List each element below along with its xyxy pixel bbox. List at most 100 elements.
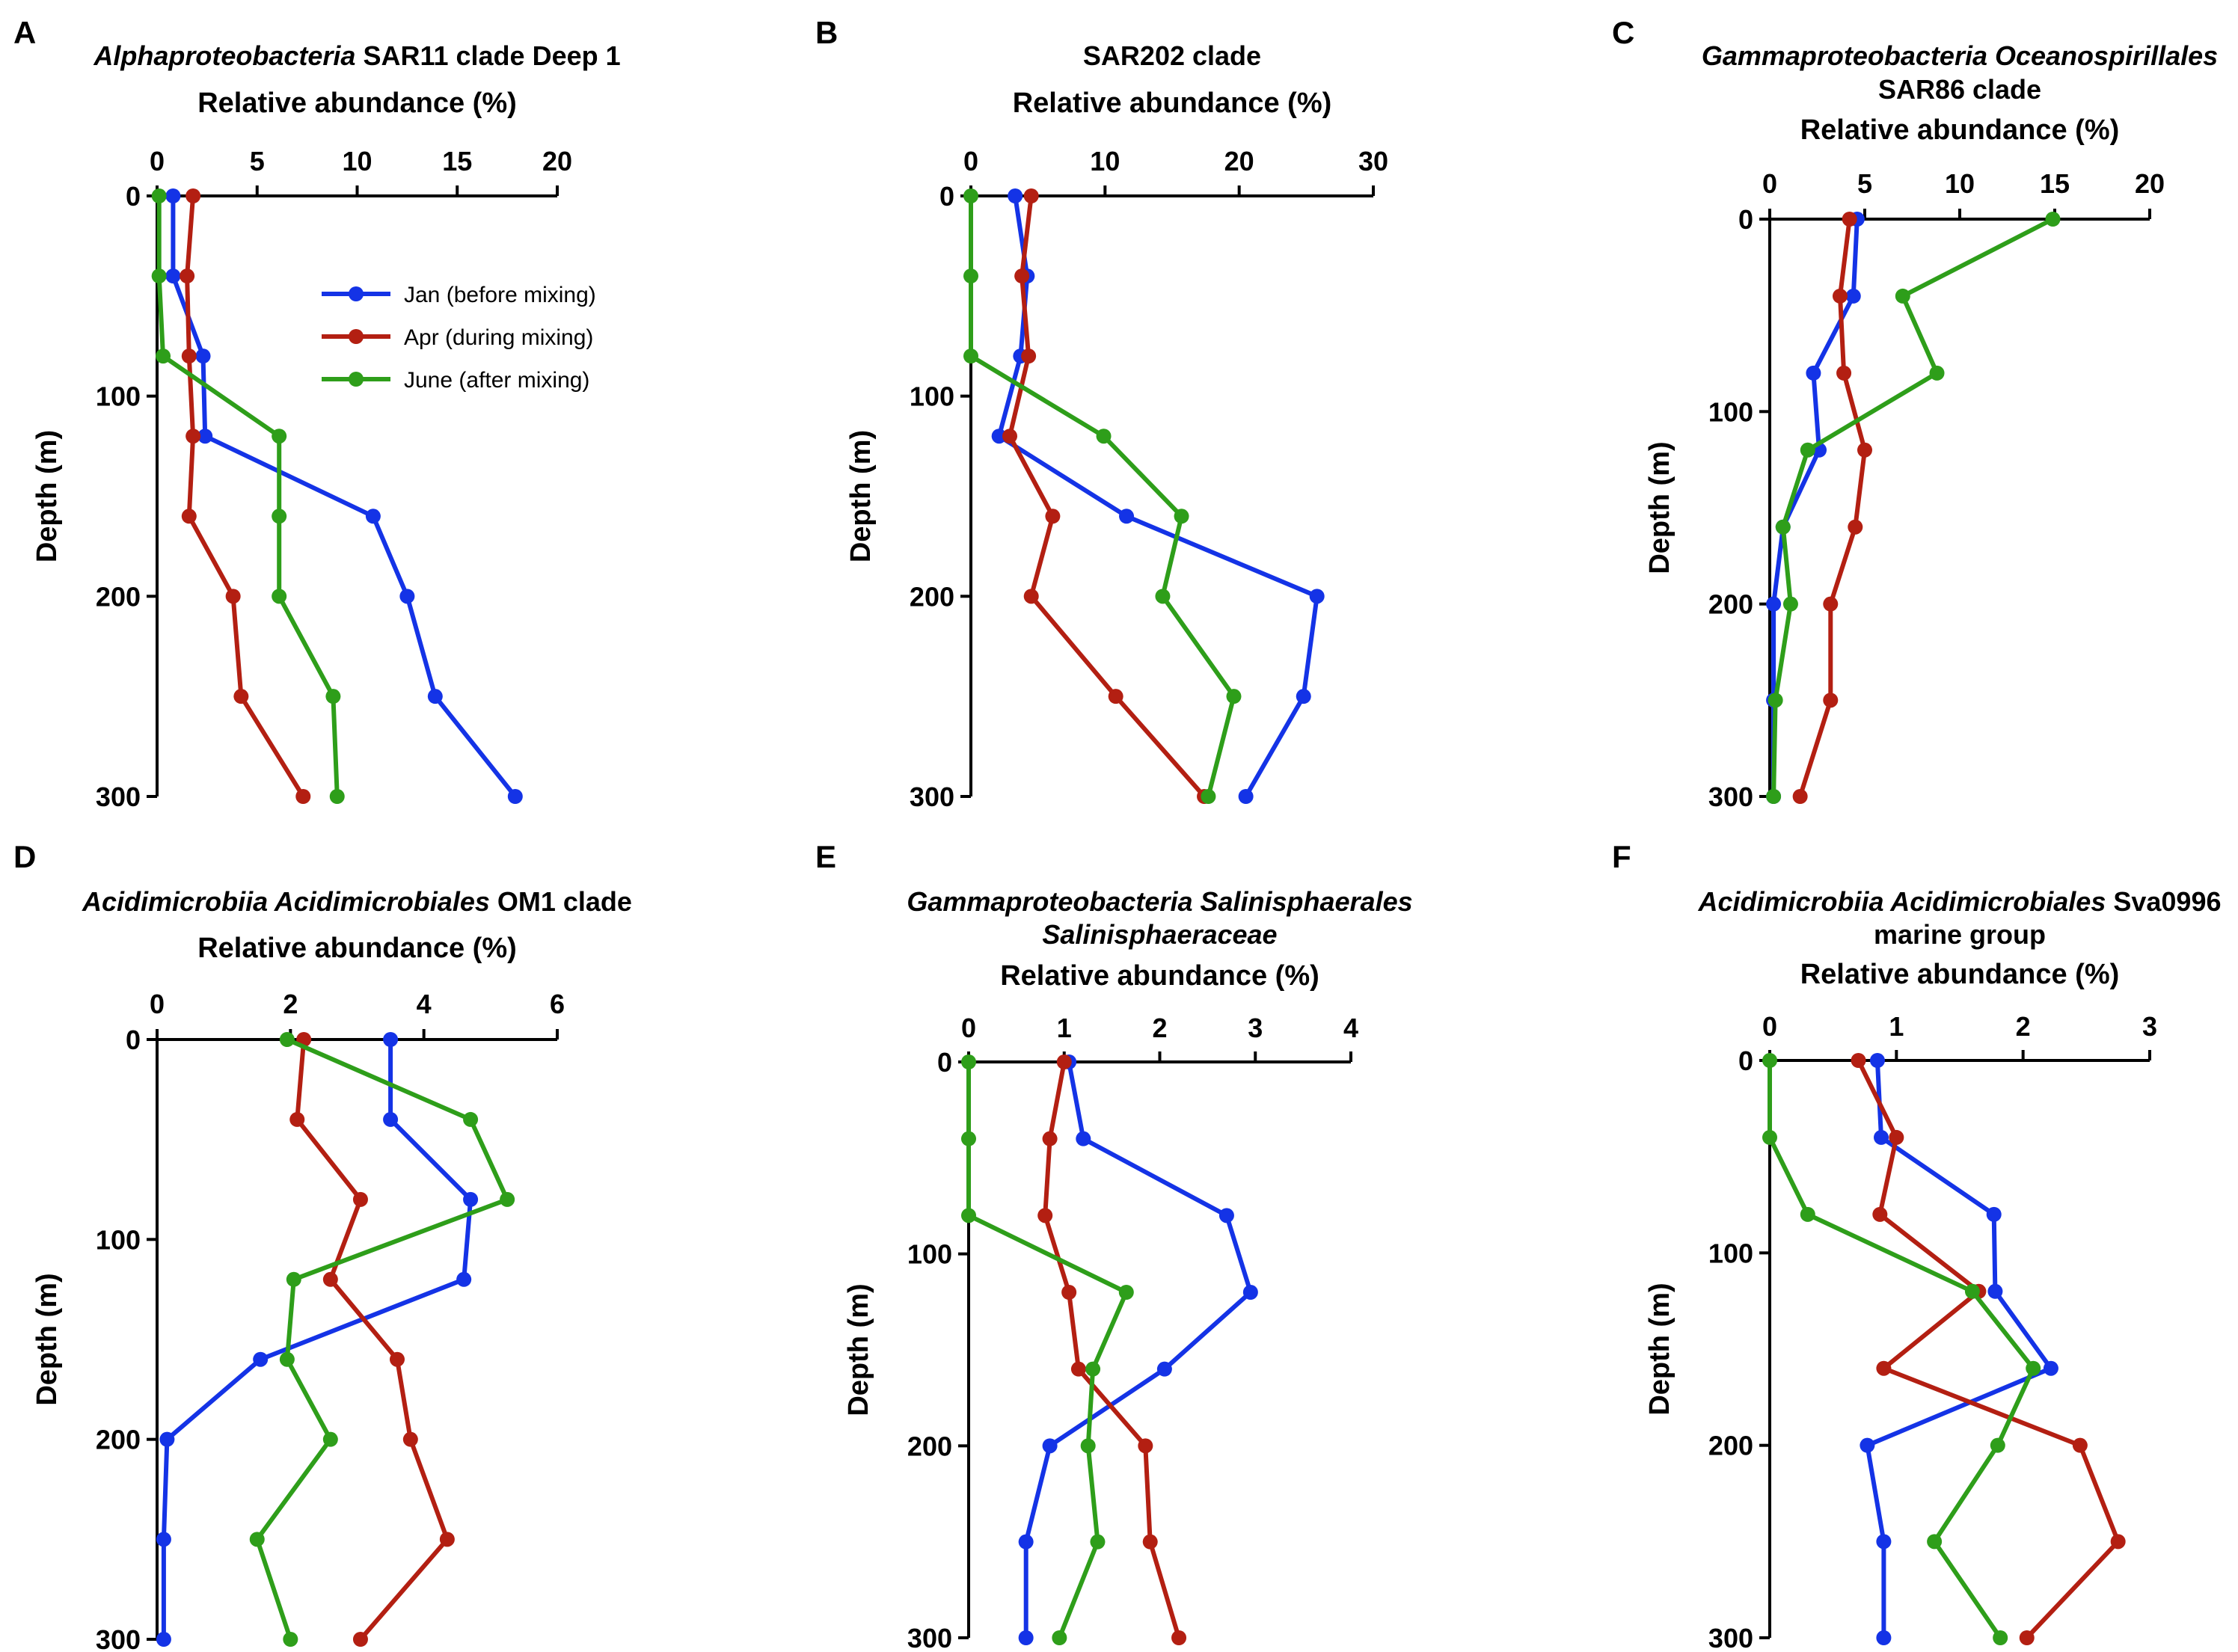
- data-point-apr: [1836, 365, 1852, 381]
- data-point-june: [1096, 429, 1112, 444]
- panel-b: B SAR202 clade Relative abundance (%) 0 10 20…: [815, 15, 1388, 812]
- panel-title-line: SAR202 clade: [1083, 40, 1261, 71]
- data-point-jan: [991, 429, 1007, 444]
- x-tick-label: 0: [150, 146, 165, 176]
- data-point-jan: [1238, 789, 1254, 804]
- x-tick-label: 20: [2135, 168, 2165, 199]
- data-point-jan: [1242, 1285, 1258, 1300]
- data-point-jan: [156, 1632, 171, 1647]
- y-axis-label: Depth (m): [1644, 1283, 1676, 1415]
- x-tick-label: 3: [2142, 1011, 2157, 1042]
- y-tick-label: 0: [937, 1047, 952, 1078]
- data-point-june: [272, 589, 287, 604]
- data-point-jan: [165, 188, 181, 203]
- legend-marker-jan: [349, 286, 364, 301]
- data-point-apr: [1889, 1129, 1904, 1145]
- x-tick-label: 6: [550, 989, 565, 1019]
- panel-title-line: Gammaproteobacteria Oceanospirillales: [1702, 40, 2218, 71]
- data-point-jan: [1869, 1053, 1885, 1068]
- data-point-jan: [159, 1431, 175, 1447]
- title-run: Gammaproteobacteria Oceanospirillales: [1702, 40, 2218, 71]
- data-point-apr: [1857, 442, 1872, 458]
- data-point-jan: [1309, 589, 1325, 604]
- x-tick-label: 20: [1224, 146, 1254, 176]
- x-tick-label: 10: [1090, 146, 1120, 176]
- data-point-jan: [1766, 596, 1782, 612]
- y-tick-label: 100: [1708, 1238, 1753, 1268]
- x-tick-label: 10: [342, 146, 372, 176]
- data-point-apr: [233, 689, 249, 704]
- y-tick-label: 0: [939, 181, 954, 212]
- x-axis-label: Relative abundance (%): [1000, 960, 1319, 992]
- series-line-june: [254, 1037, 510, 1640]
- data-point-june: [1201, 789, 1216, 804]
- data-point-apr: [1061, 1285, 1077, 1300]
- data-point-jan: [1018, 1534, 1034, 1550]
- panel-title-line: marine group: [1874, 919, 2046, 950]
- data-point-apr: [186, 188, 201, 203]
- data-point-june: [272, 429, 287, 444]
- data-point-apr: [1823, 693, 1839, 708]
- data-point-apr: [1872, 1206, 1888, 1222]
- data-point-jan: [1156, 1361, 1172, 1377]
- data-point-june: [1090, 1534, 1106, 1550]
- series-line-jan: [1771, 218, 1860, 796]
- data-point-jan: [253, 1351, 269, 1367]
- title-run: Sva0996: [2106, 886, 2221, 917]
- data-point-june: [249, 1532, 265, 1547]
- data-point-jan: [197, 429, 213, 444]
- data-point-apr: [1842, 212, 1857, 227]
- title-run: OM1 clade: [490, 886, 632, 917]
- y-axis-label: Depth (m): [31, 430, 63, 562]
- data-point-june: [1768, 693, 1783, 708]
- series-line-jan: [1865, 1060, 2053, 1638]
- y-tick-label: 100: [907, 1239, 952, 1270]
- panel-label: B: [815, 15, 838, 50]
- data-point-june: [151, 268, 167, 284]
- data-point-jan: [1986, 1206, 2002, 1222]
- data-point-june: [1762, 1129, 1777, 1145]
- series-line-apr: [1797, 218, 1867, 797]
- series-line-june: [156, 196, 340, 797]
- panel-label: D: [13, 839, 36, 874]
- x-tick-label: 5: [1857, 168, 1872, 199]
- x-axis-label: Relative abundance (%): [1800, 114, 2120, 146]
- series-line-apr: [1856, 1059, 2121, 1640]
- data-point-june: [1762, 1053, 1777, 1068]
- data-point-apr: [1108, 689, 1123, 704]
- data-point-apr: [1792, 789, 1808, 804]
- x-axis-label: Relative abundance (%): [197, 933, 517, 964]
- panel-f: F Acidimicrobiia Acidimicrobiales Sva0996…: [1612, 839, 2222, 1652]
- y-tick-label: 0: [126, 1025, 141, 1055]
- data-point-june: [1800, 442, 1815, 458]
- data-point-june: [1964, 1283, 1980, 1299]
- data-point-june: [1927, 1534, 1943, 1550]
- y-tick-label: 100: [96, 381, 141, 412]
- data-point-jan: [156, 1532, 171, 1547]
- data-point-apr: [352, 1632, 368, 1647]
- panel-label: A: [13, 15, 36, 50]
- y-tick-label: 200: [1708, 1431, 1753, 1461]
- x-axis-label: Relative abundance (%): [197, 87, 517, 119]
- data-point-jan: [2043, 1360, 2058, 1376]
- x-tick-label: 5: [250, 146, 265, 176]
- data-point-apr: [225, 589, 241, 604]
- data-point-june: [279, 1032, 295, 1047]
- panel-e: E Gammaproteobacteria SalinisphaeralesSal…: [815, 839, 1413, 1652]
- y-axis-label: Depth (m): [843, 1283, 874, 1416]
- x-tick-label: 0: [150, 989, 165, 1019]
- data-point-june: [151, 188, 167, 203]
- x-tick-label: 3: [1248, 1013, 1263, 1043]
- data-point-jan: [1806, 365, 1821, 381]
- data-point-apr: [1023, 589, 1039, 604]
- x-tick-label: 0: [961, 1013, 976, 1043]
- data-point-apr: [1042, 1131, 1058, 1146]
- data-point-apr: [2072, 1437, 2088, 1453]
- panel-c: C Gammaproteobacteria OceanospirillalesSA…: [1612, 15, 2218, 812]
- data-point-jan: [1008, 188, 1023, 203]
- x-tick-label: 1: [1889, 1011, 1904, 1042]
- y-tick-label: 100: [910, 381, 954, 412]
- data-point-june: [2026, 1360, 2041, 1376]
- series-line-apr: [185, 195, 305, 798]
